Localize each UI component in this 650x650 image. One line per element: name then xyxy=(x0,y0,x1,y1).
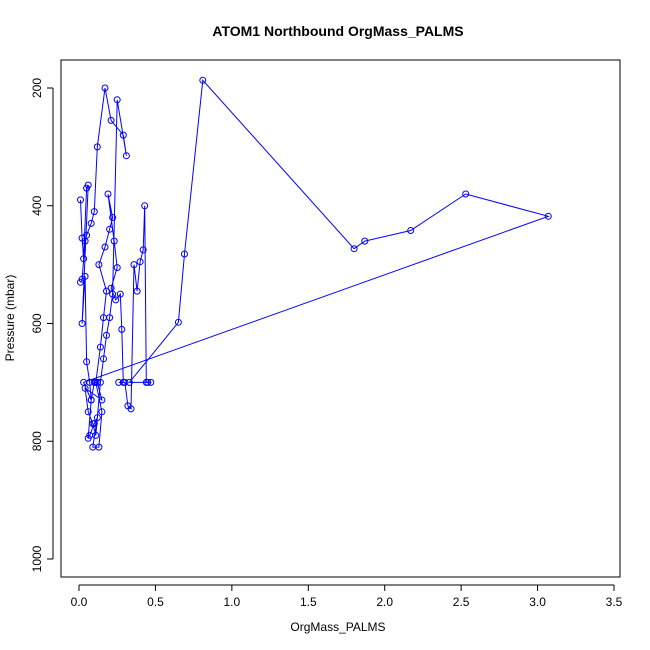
data-point xyxy=(96,378,104,386)
x-tick-label: 0.0 xyxy=(71,595,88,609)
x-axis: 0.0 0.5 1.0 1.5 2.0 2.5 3.0 3.5 xyxy=(71,584,623,609)
data-point xyxy=(93,378,101,386)
data-point xyxy=(81,384,89,392)
data-point xyxy=(106,225,114,233)
data-point xyxy=(121,378,129,386)
data-point xyxy=(98,408,106,416)
data-point xyxy=(80,255,88,263)
data-point xyxy=(107,116,115,124)
data-point xyxy=(84,181,92,189)
data-point xyxy=(83,358,91,366)
data-point xyxy=(87,396,95,404)
x-axis-label: OrgMass_PALMS xyxy=(290,620,385,634)
x-tick-label: 3.5 xyxy=(606,595,623,609)
data-point xyxy=(125,378,133,386)
data-point xyxy=(106,314,114,322)
data-point xyxy=(144,378,152,386)
y-axis: 200 400 600 800 1000 xyxy=(30,78,54,572)
data-point xyxy=(93,414,101,422)
data-point xyxy=(101,243,109,251)
data-point xyxy=(462,190,470,198)
data-point xyxy=(122,152,130,160)
y-tick-label: 800 xyxy=(30,431,44,451)
data-point xyxy=(119,131,127,139)
plot-area xyxy=(60,59,621,578)
data-point xyxy=(93,143,101,151)
data-point xyxy=(95,443,103,451)
y-axis-label: Pressure (mbar) xyxy=(3,275,17,362)
series-layer xyxy=(77,76,552,451)
data-point xyxy=(112,296,120,304)
data-point xyxy=(87,219,95,227)
data-point xyxy=(544,212,552,220)
x-tick-label: 2.0 xyxy=(376,595,393,609)
data-point xyxy=(100,355,107,363)
data-point xyxy=(84,408,92,416)
data-point xyxy=(116,290,124,298)
data-point xyxy=(81,237,89,245)
data-point xyxy=(133,287,141,295)
data-point xyxy=(78,320,86,327)
chart-title: ATOM1 Northbound OrgMass_PALMS xyxy=(212,23,463,39)
data-point xyxy=(361,237,369,245)
y-tick-label: 400 xyxy=(30,195,44,215)
x-tick-label: 1.5 xyxy=(300,595,317,609)
y-tick-label: 600 xyxy=(30,313,44,333)
x-tick-label: 1.0 xyxy=(224,595,241,609)
data-point xyxy=(199,76,207,84)
data-point xyxy=(89,420,97,428)
data-point xyxy=(136,258,144,266)
y-tick-label: 200 xyxy=(30,78,44,98)
data-point xyxy=(77,278,84,286)
data-point xyxy=(101,84,109,92)
data-point xyxy=(110,237,118,245)
data-point xyxy=(139,246,147,254)
data-point xyxy=(147,378,155,386)
data-point xyxy=(130,261,138,269)
data-point xyxy=(113,96,121,104)
data-point xyxy=(109,290,117,298)
data-point xyxy=(113,264,121,272)
data-point xyxy=(95,261,103,269)
data-point xyxy=(407,227,415,234)
data-point xyxy=(92,431,100,439)
data-point xyxy=(77,196,84,204)
data-point xyxy=(174,318,182,326)
series-line xyxy=(80,79,550,448)
data-point xyxy=(96,343,104,351)
data-point xyxy=(104,190,112,198)
data-point xyxy=(141,202,149,210)
data-point xyxy=(103,331,110,339)
data-point xyxy=(127,405,135,413)
x-tick-label: 3.0 xyxy=(529,595,546,609)
data-point xyxy=(98,396,106,404)
data-point xyxy=(181,250,188,258)
data-point xyxy=(90,208,98,216)
data-point xyxy=(118,325,126,333)
x-tick-label: 2.5 xyxy=(453,595,470,609)
data-point xyxy=(350,245,358,253)
data-point xyxy=(109,214,117,221)
x-tick-label: 0.5 xyxy=(147,595,164,609)
y-tick-label: 1000 xyxy=(30,545,44,572)
